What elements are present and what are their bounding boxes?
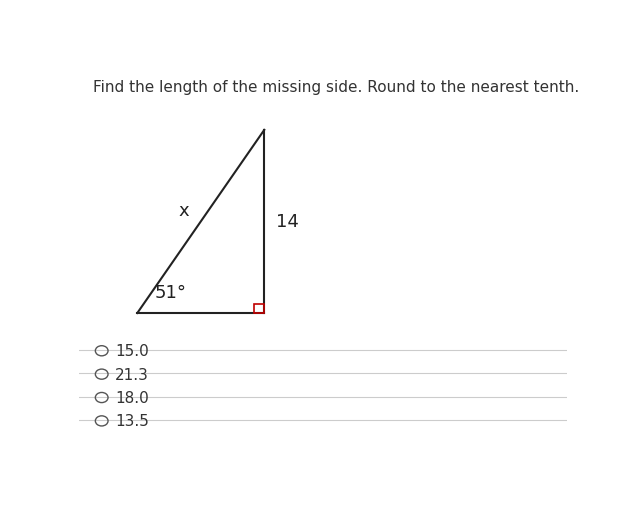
- Text: 13.5: 13.5: [115, 414, 149, 429]
- Text: 18.0: 18.0: [115, 390, 149, 405]
- Text: Find the length of the missing side. Round to the nearest tenth.: Find the length of the missing side. Rou…: [93, 80, 580, 95]
- Text: 21.3: 21.3: [115, 367, 149, 382]
- Text: x: x: [178, 201, 189, 219]
- Text: 14: 14: [277, 213, 299, 231]
- Text: 15.0: 15.0: [115, 343, 149, 359]
- Bar: [253, 305, 265, 313]
- Text: 51°: 51°: [154, 283, 186, 301]
